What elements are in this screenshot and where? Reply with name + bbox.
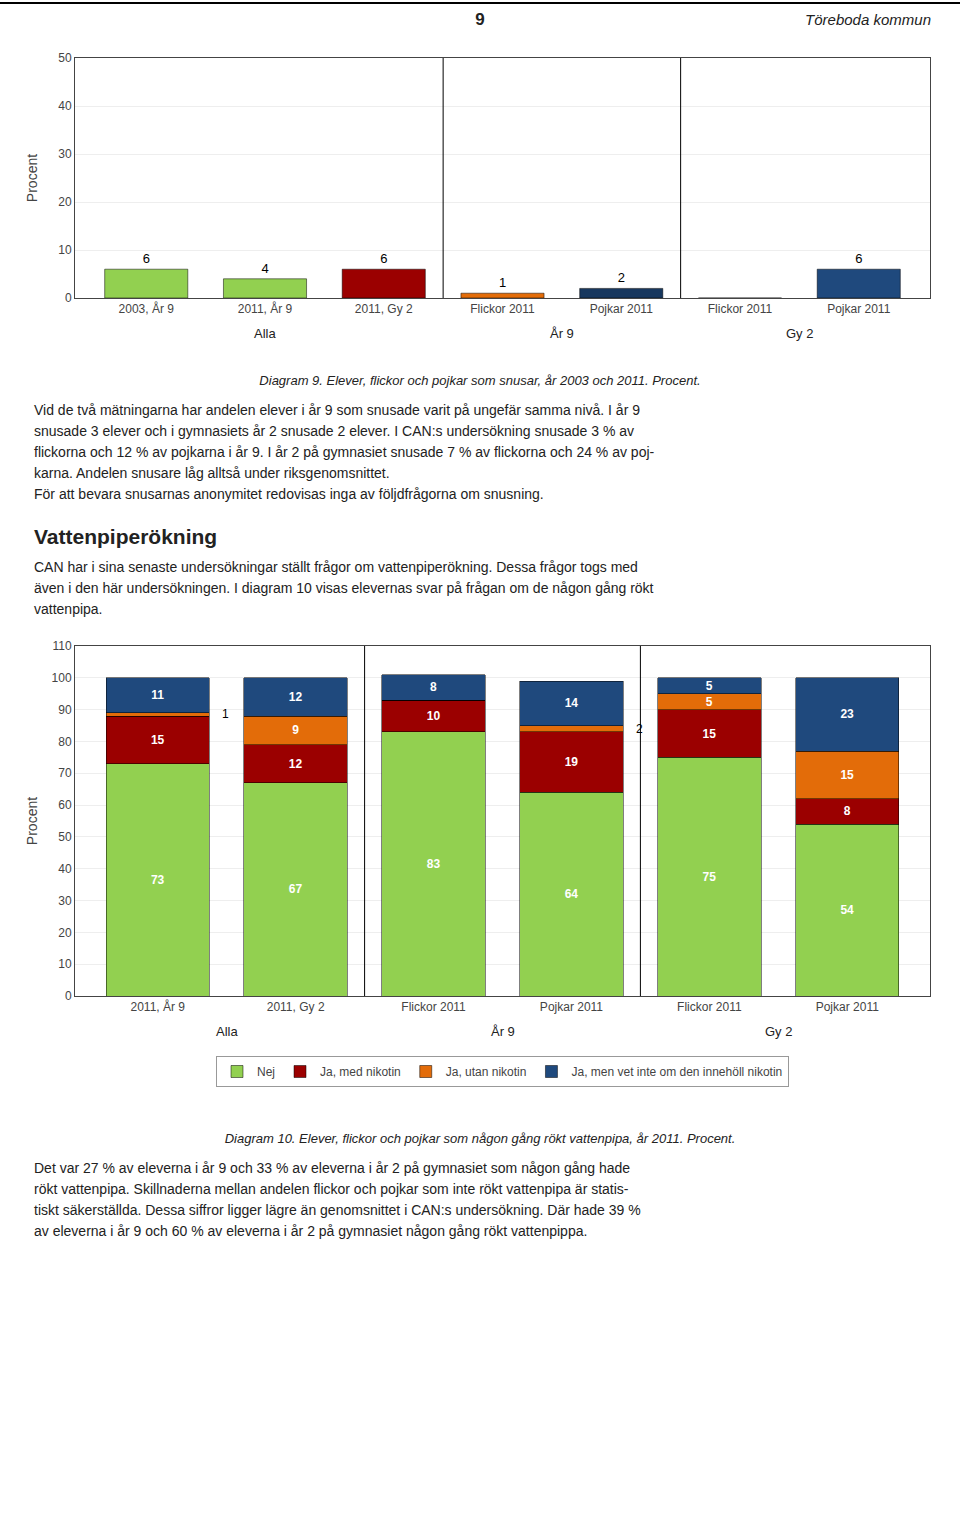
svg-text:30: 30 [58,147,72,161]
html-text:tiskt säkerställda. Dessa siff: tiskt säkerställda. Dessa siffror ligger… [34,1202,641,1218]
svg-text:83: 83 [427,857,441,871]
html-text:Vid de två mätningarna har and: Vid de två mätningarna har andelen eleve… [34,402,640,418]
html-text:Diagram 10. Elever, flickor oc: Diagram 10. Elever, flickor och pojkar s… [224,1131,736,1146]
svg-text:80: 80 [58,735,72,749]
svg-text:73: 73 [151,873,165,887]
svg-text:40: 40 [58,99,72,113]
svg-text:15: 15 [151,733,165,747]
svg-text:10: 10 [58,243,72,257]
svg-text:10: 10 [427,709,441,723]
html-text:Diagram 9. Elever, flickor och: Diagram 9. Elever, flickor och pojkar so… [259,373,701,388]
html-text:För att bevara snusarnas anony: För att bevara snusarnas anonymitet redo… [34,486,544,502]
svg-text:20: 20 [58,195,72,209]
svg-text:67: 67 [289,882,303,896]
svg-text:Flickor 2011: Flickor 2011 [677,1000,742,1014]
svg-text:20: 20 [58,926,72,940]
svg-text:Flickor 2011: Flickor 2011 [708,302,773,316]
html-text:Töreboda kommun: Töreboda kommun [805,11,931,28]
svg-text:2011, Gy 2: 2011, Gy 2 [355,302,413,316]
svg-text:10: 10 [58,957,72,971]
svg-text:9: 9 [292,723,299,737]
svg-text:År 9: År 9 [550,326,574,341]
svg-text:Pojkar 2011: Pojkar 2011 [590,302,653,316]
svg-text:12: 12 [289,690,303,704]
svg-text:2: 2 [618,270,625,285]
svg-text:19: 19 [565,755,579,769]
svg-text:70: 70 [58,766,72,780]
svg-text:Flickor 2011: Flickor 2011 [401,1000,466,1014]
svg-text:Ja, utan nikotin: Ja, utan nikotin [446,1065,527,1079]
svg-text:110: 110 [52,639,71,653]
svg-text:2: 2 [636,722,643,736]
html-text:Vattenpiperökning: Vattenpiperökning [34,525,218,548]
svg-text:Nej: Nej [257,1065,275,1079]
svg-text:60: 60 [58,798,72,812]
svg-text:Ja, men vet inte om den innehö: Ja, men vet inte om den innehöll nikotin [571,1065,782,1079]
html-text:Det var 27 % av eleverna i år: Det var 27 % av eleverna i år 9 och 33 %… [34,1160,631,1176]
svg-text:23: 23 [840,707,854,721]
html-text:även i den här undersökningen.: även i den här undersökningen. I diagram… [34,580,654,596]
svg-text:100: 100 [52,671,72,685]
svg-text:Alla: Alla [216,1024,238,1039]
svg-text:5: 5 [706,679,713,693]
svg-text:15: 15 [703,727,717,741]
svg-text:90: 90 [58,703,72,717]
svg-text:11: 11 [151,688,164,702]
svg-text:2011, Gy 2: 2011, Gy 2 [267,1000,325,1014]
svg-text:Pojkar 2011: Pojkar 2011 [540,1000,603,1014]
svg-text:1: 1 [222,707,229,721]
svg-text:2011, År 9: 2011, År 9 [238,301,293,316]
svg-text:12: 12 [289,757,303,771]
svg-text:5: 5 [706,695,713,709]
svg-text:Procent: Procent [24,154,40,202]
svg-text:8: 8 [430,680,437,694]
html-text:9: 9 [475,10,485,29]
html-text:av eleverna i år 9 och 60 % av: av eleverna i år 9 och 60 % av eleverna … [34,1223,588,1239]
svg-text:8: 8 [844,804,851,818]
svg-text:14: 14 [565,696,579,710]
svg-text:Procent: Procent [24,797,40,845]
svg-text:0: 0 [65,291,72,305]
svg-text:6: 6 [855,251,862,266]
svg-text:År 9: År 9 [491,1024,515,1039]
svg-text:64: 64 [565,887,579,901]
svg-text:6: 6 [143,251,150,266]
svg-text:Gy 2: Gy 2 [786,326,813,341]
html-text:CAN har i sina senaste undersö: CAN har i sina senaste undersökningar st… [34,559,638,575]
svg-text:4: 4 [261,261,268,276]
html-text:karna. Andelen snusare låg all: karna. Andelen snusare låg alltså under … [34,465,390,481]
svg-text:54: 54 [840,903,854,917]
svg-text:75: 75 [703,870,717,884]
svg-text:15: 15 [840,768,854,782]
svg-text:Pojkar 2011: Pojkar 2011 [827,302,890,316]
svg-text:50: 50 [58,51,72,65]
html-text:flickorna och 12 % av pojkarna: flickorna och 12 % av pojkarna i år 9. I… [34,444,655,460]
svg-text:Gy 2: Gy 2 [765,1024,792,1039]
html-text:rökt vattenpipa. Skillnaderna: rökt vattenpipa. Skillnaderna mellan and… [34,1181,629,1197]
svg-text:Pojkar 2011: Pojkar 2011 [816,1000,879,1014]
svg-text:40: 40 [58,862,72,876]
svg-text:2003, År 9: 2003, År 9 [119,301,175,316]
html-text:vattenpipa.: vattenpipa. [34,601,103,617]
svg-text:Alla: Alla [254,326,276,341]
svg-text:0: 0 [65,989,72,1003]
svg-text:Flickor 2011: Flickor 2011 [470,302,535,316]
svg-text:6: 6 [380,251,387,266]
svg-text:30: 30 [58,894,72,908]
svg-text:2011, År 9: 2011, År 9 [130,999,185,1014]
html-text:snusade 3 elever och i gymnasi: snusade 3 elever och i gymnasiets år 2 s… [34,423,634,439]
svg-text:Ja, med nikotin: Ja, med nikotin [320,1065,401,1079]
svg-text:1: 1 [499,275,506,290]
svg-text:50: 50 [58,830,72,844]
